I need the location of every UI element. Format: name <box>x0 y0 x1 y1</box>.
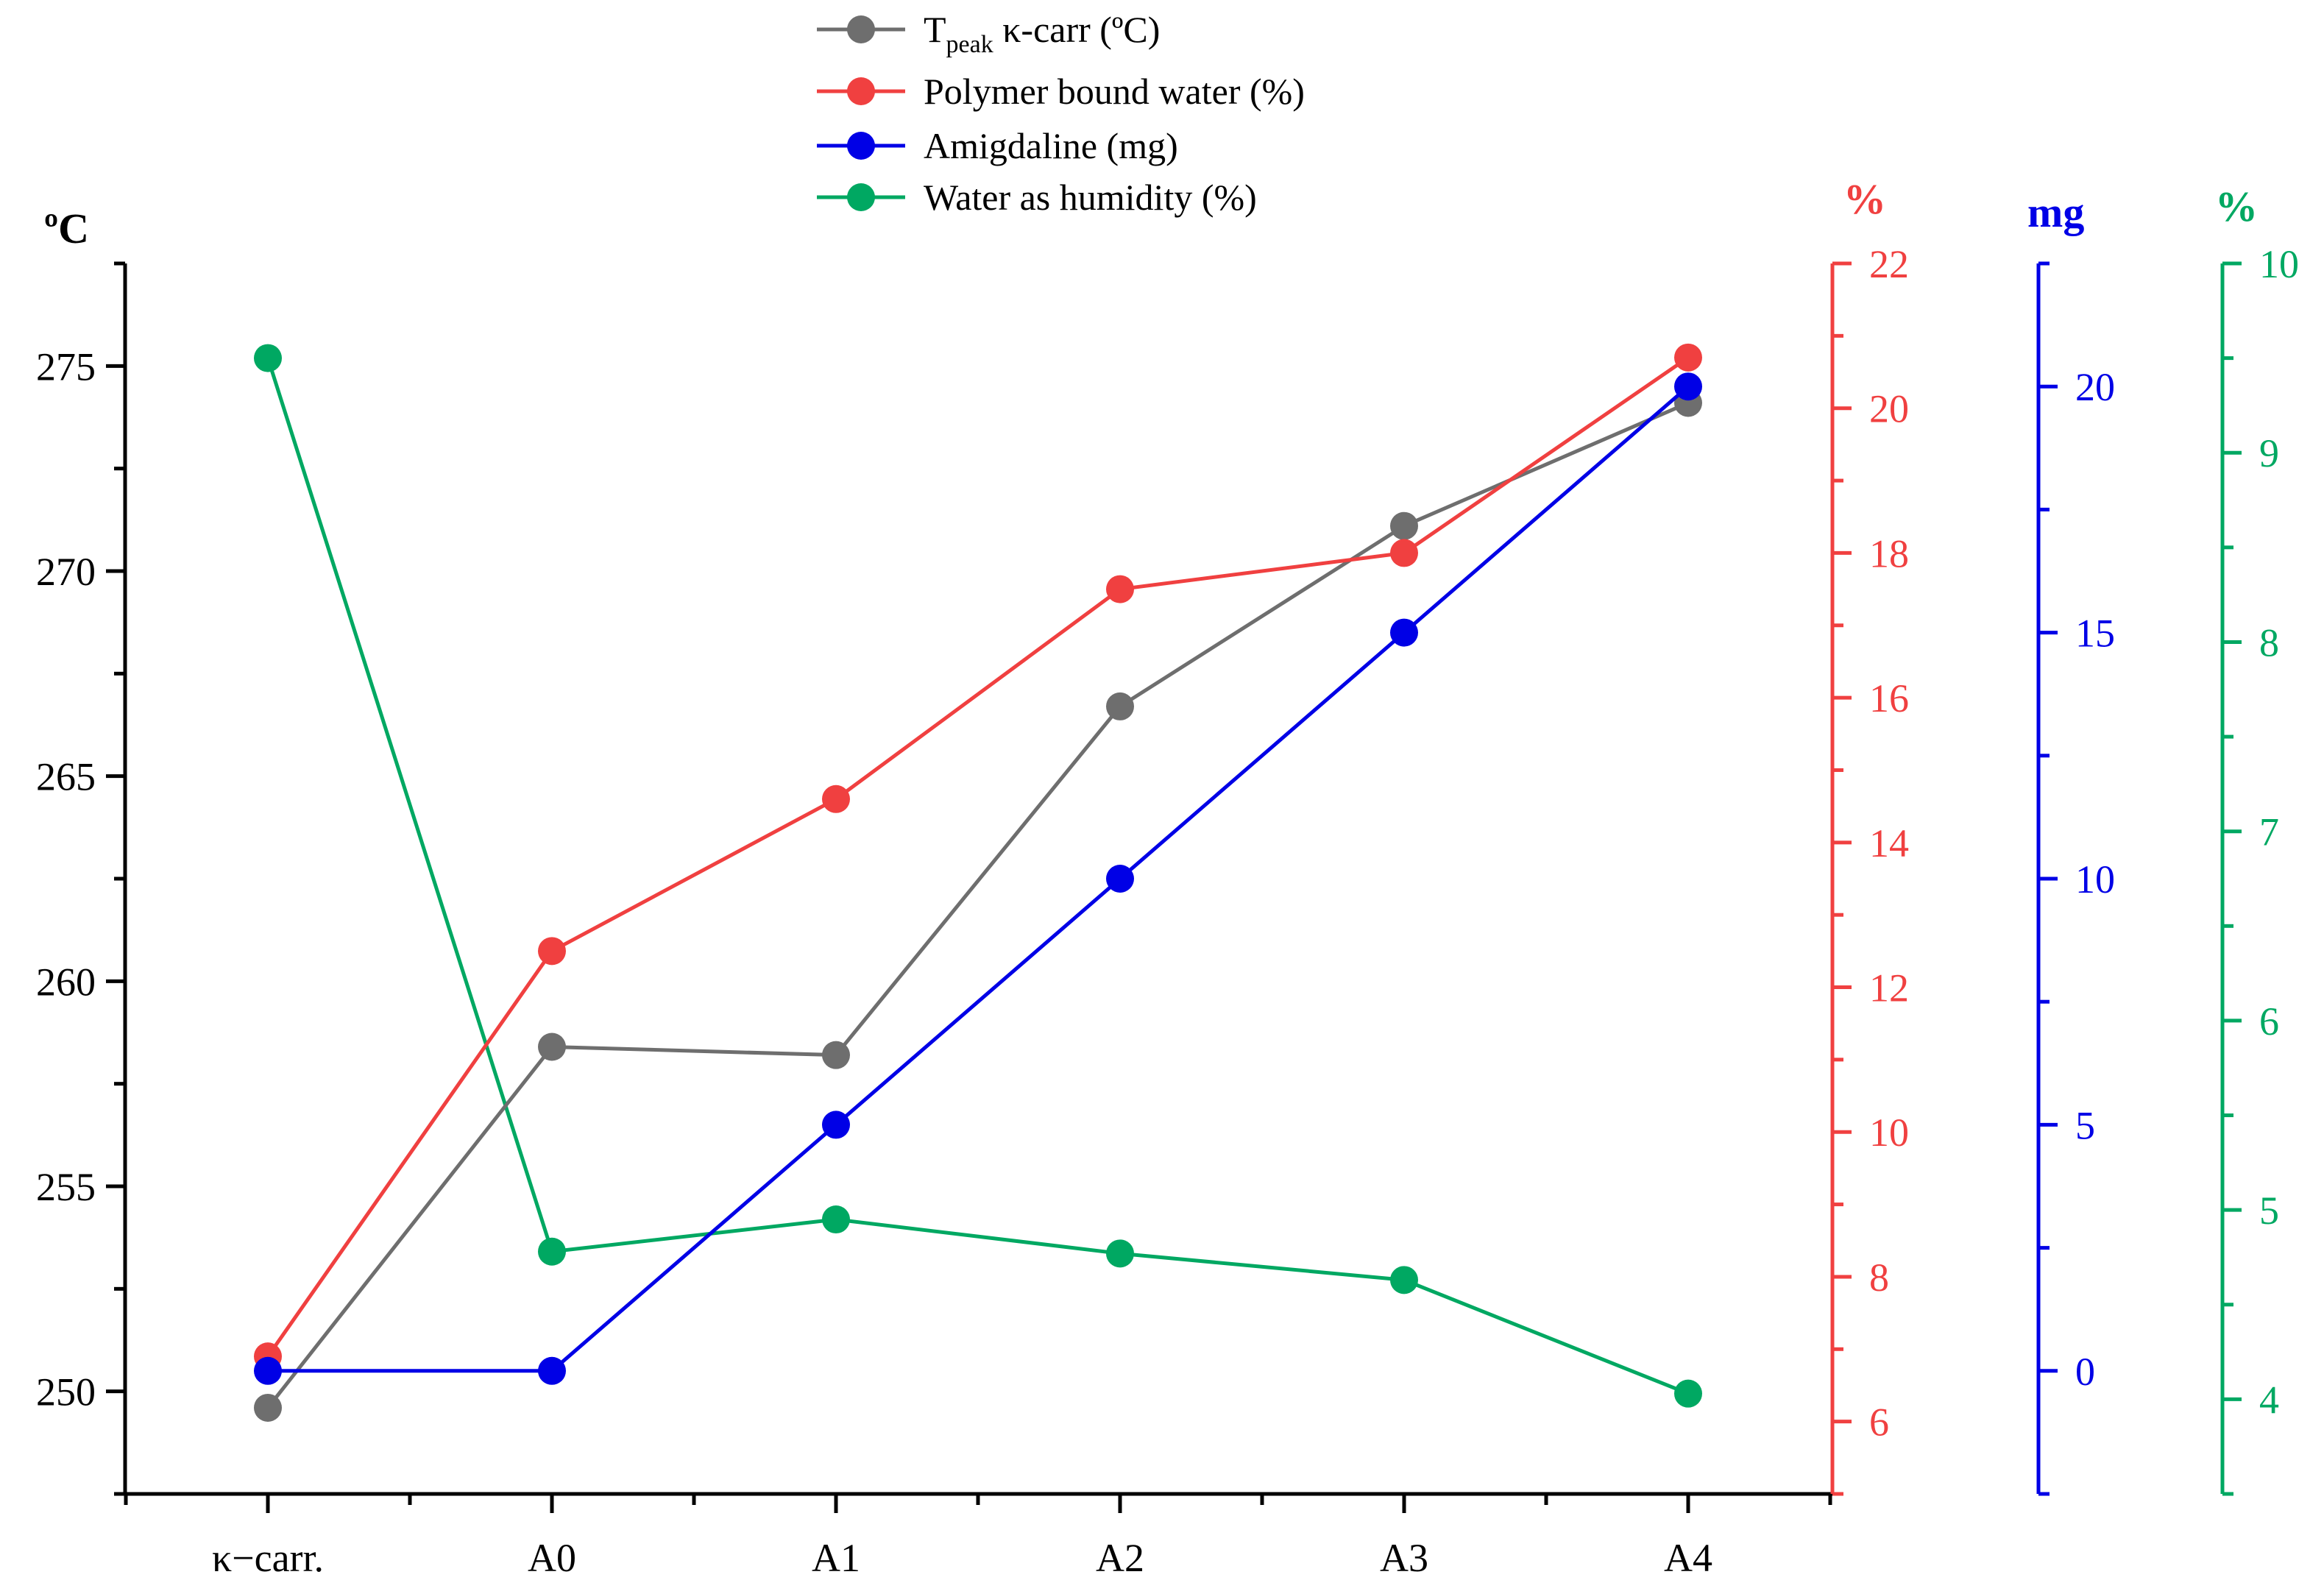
red-tick-label: 18 <box>1869 531 1909 575</box>
series-line-humidity <box>266 357 1689 1395</box>
series-line-bound_water <box>266 355 1690 1358</box>
left-tick-label: 265 <box>36 755 96 799</box>
blue-tick-label: 5 <box>2075 1103 2095 1147</box>
green-tick-label: 6 <box>2259 999 2279 1044</box>
series-bound_water <box>254 343 1702 1371</box>
x-tick-label: A4 <box>1664 1536 1712 1580</box>
data-point-tpeak <box>1106 692 1134 720</box>
data-point-humidity <box>1106 1239 1134 1268</box>
x-tick-label: A2 <box>1096 1536 1144 1580</box>
data-point-bound_water <box>822 784 850 813</box>
data-point-tpeak <box>254 1393 282 1422</box>
legend-label-tpeak: Tpeak κ-carr (ºC) <box>924 9 1160 58</box>
red-y-axis: 6 8 10 12 14 16 18 20 22 <box>1830 242 1909 1496</box>
legend-entry-humidity: Water as humidity (%) <box>817 177 1257 218</box>
data-point-amigdaline <box>254 1356 282 1385</box>
green-axis-title: % <box>2215 183 2258 230</box>
legend-marker-amigdaline <box>847 132 875 160</box>
left-tick-label: 260 <box>36 960 96 1004</box>
series-humidity <box>254 344 1702 1408</box>
series-layer <box>254 343 1702 1422</box>
data-point-humidity <box>822 1205 850 1234</box>
data-point-humidity <box>1390 1266 1418 1294</box>
data-point-bound_water <box>1390 539 1418 567</box>
left-tick-label: 250 <box>36 1370 96 1414</box>
x-tick-label: κ−carr. <box>212 1536 324 1580</box>
green-tick-label: 9 <box>2259 431 2279 475</box>
data-point-humidity <box>538 1237 566 1266</box>
data-point-bound_water <box>1674 343 1702 372</box>
legend-label-bound-water: Polymer bound water (%) <box>924 71 1305 112</box>
red-tick-label: 10 <box>1869 1111 1909 1155</box>
left-y-axis: 250 255 260 265 270 275 <box>36 261 127 1496</box>
blue-tick-label: 20 <box>2075 365 2115 409</box>
data-point-amigdaline <box>822 1111 850 1139</box>
axes-layer: κ−carr. A0 A1 A2 A3 A4 250 255 260 265 270 275 6 8 10 1… <box>36 242 2299 1580</box>
left-tick-label: 275 <box>36 344 96 389</box>
left-tick-label: 270 <box>36 550 96 594</box>
data-point-bound_water <box>1106 575 1134 603</box>
green-tick-label: 5 <box>2259 1189 2279 1233</box>
green-tick-label: 7 <box>2259 810 2279 854</box>
legend-entry-bound-water: Polymer bound water (%) <box>817 71 1305 112</box>
legend-label-amigdaline: Amigdaline (mg) <box>924 125 1178 166</box>
series-line-amigdaline <box>268 385 1690 1373</box>
red-tick-label: 22 <box>1869 242 1909 286</box>
blue-tick-label: 10 <box>2075 857 2115 902</box>
x-tick-label: A0 <box>528 1536 576 1580</box>
red-tick-label: 16 <box>1869 676 1909 720</box>
data-point-bound_water <box>538 937 566 966</box>
blue-tick-label: 15 <box>2075 612 2115 656</box>
green-tick-label: 4 <box>2259 1378 2279 1422</box>
x-tick-label: A1 <box>812 1536 860 1580</box>
red-tick-label: 6 <box>1869 1400 1889 1445</box>
red-tick-label: 8 <box>1869 1255 1889 1300</box>
x-tick-label: A3 <box>1380 1536 1428 1580</box>
legend-marker-tpeak <box>847 15 875 43</box>
legend-entry-amigdaline: Amigdaline (mg) <box>817 125 1178 166</box>
data-point-amigdaline <box>538 1356 566 1385</box>
legend-label-humidity: Water as humidity (%) <box>924 177 1257 218</box>
red-tick-label: 14 <box>1869 821 1909 865</box>
legend-marker-bound-water <box>847 77 875 105</box>
left-tick-label: 255 <box>36 1165 96 1209</box>
data-point-amigdaline <box>1106 865 1134 893</box>
red-tick-label: 20 <box>1869 387 1909 431</box>
blue-axis-title: mg <box>2027 188 2084 236</box>
blue-tick-label: 0 <box>2075 1350 2095 1394</box>
data-point-humidity <box>254 344 282 372</box>
green-tick-label: 10 <box>2259 242 2299 286</box>
data-point-amigdaline <box>1674 372 1702 401</box>
series-line-tpeak <box>266 401 1689 1409</box>
data-point-tpeak <box>538 1032 566 1061</box>
series-amigdaline <box>254 372 1702 1385</box>
data-point-amigdaline <box>1390 618 1418 647</box>
green-tick-label: 8 <box>2259 620 2279 665</box>
legend-entry-tpeak: Tpeak κ-carr (ºC) <box>817 9 1160 58</box>
legend: Tpeak κ-carr (ºC) Polymer bound water (%… <box>817 9 1305 218</box>
blue-y-axis: 0 5 10 15 20 <box>2036 261 2115 1496</box>
left-axis-title: ºC <box>44 205 89 252</box>
series-tpeak <box>254 389 1702 1422</box>
data-point-humidity <box>1674 1379 1702 1408</box>
red-tick-label: 12 <box>1869 966 1909 1010</box>
red-axis-title: % <box>1843 175 1886 223</box>
legend-marker-humidity <box>847 183 875 211</box>
green-y-axis: 4 5 6 7 8 9 10 <box>2220 242 2299 1496</box>
data-point-tpeak <box>1390 511 1418 540</box>
data-point-tpeak <box>822 1041 850 1069</box>
